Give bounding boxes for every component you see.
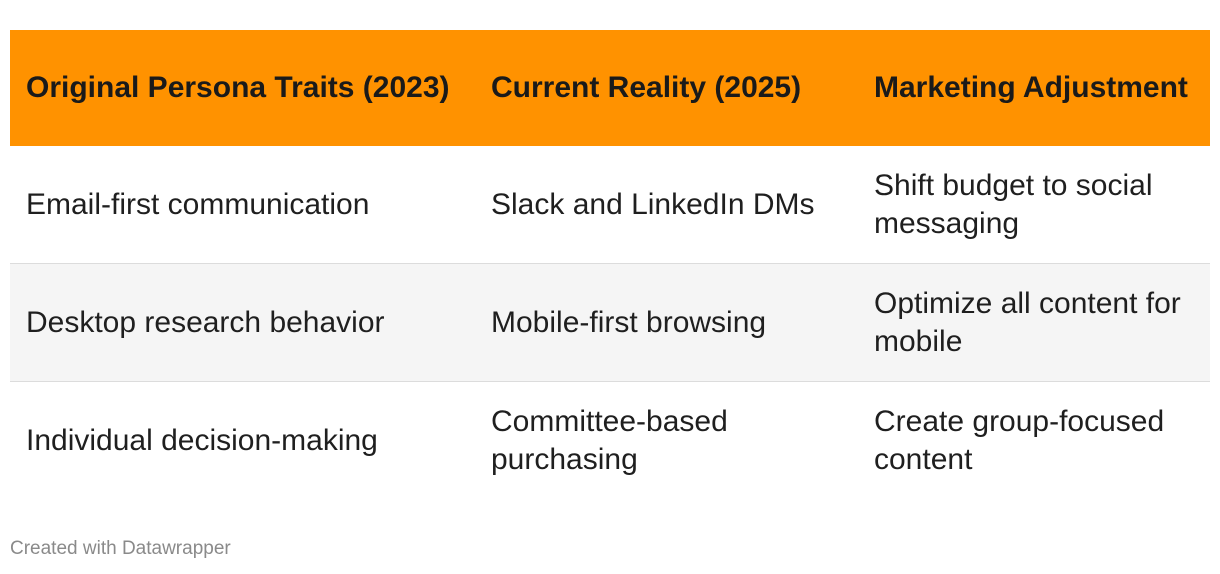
- table-cell: Slack and LinkedIn DMs: [491, 187, 815, 221]
- table-cell: Shift budget to social messaging: [874, 168, 1153, 240]
- table-cell: Individual decision-making: [26, 424, 378, 457]
- table-cell: Optimize all content for mobile: [874, 286, 1181, 358]
- table-row: Email-first communication Slack and Link…: [10, 146, 1210, 264]
- data-table: Original Persona Traits (2023) Current R…: [10, 30, 1210, 500]
- datawrapper-credit: Created with Datawrapper: [10, 538, 231, 559]
- table-cell: Committee-based purchasing: [491, 405, 728, 476]
- table-cell: Desktop research behavior: [26, 305, 385, 339]
- table-cell: Email-first communication: [26, 187, 370, 221]
- table-cell: Mobile-first browsing: [491, 305, 767, 339]
- table-cell: Create group-focused content: [874, 405, 1165, 476]
- table-row: Individual decision-making Committee-bas…: [10, 382, 1210, 500]
- column-header-current-reality: Current Reality (2025): [491, 71, 802, 104]
- column-header-marketing-adjustment: Marketing Adjustment: [874, 71, 1188, 104]
- table-header-row: Original Persona Traits (2023) Current R…: [10, 30, 1210, 146]
- column-header-original-persona-traits: Original Persona Traits (2023): [26, 71, 450, 104]
- table-row: Desktop research behavior Mobile-first b…: [10, 264, 1210, 382]
